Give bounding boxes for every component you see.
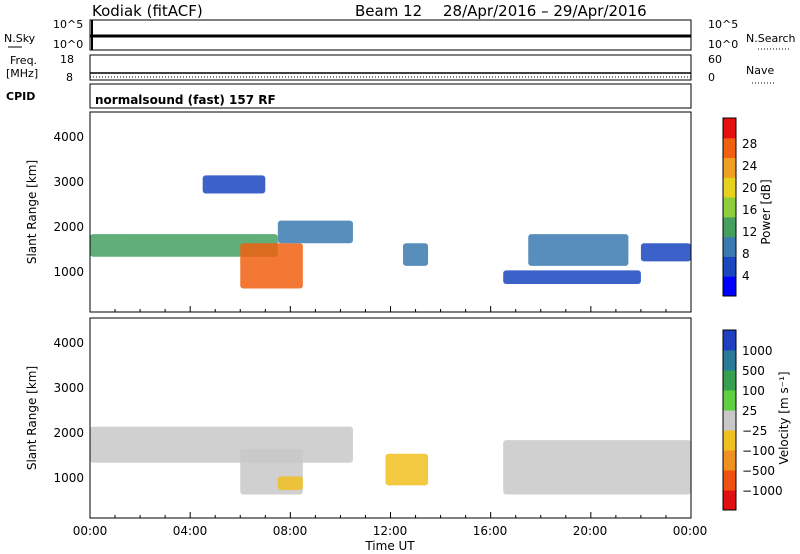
power-cb-tick-28: 28 [742,137,757,151]
velocity-heatmap [90,426,691,495]
power-cb-tick-24: 24 [742,159,757,173]
velocity-echo-3 [385,453,429,486]
cpid-panel-frame [89,83,692,109]
x-axis-label: Time UT [364,539,415,553]
power-echo-7 [640,243,691,262]
power-cb-tick-20: 20 [742,181,757,195]
power-colorbar-frame [722,117,737,297]
velocity-colorbar-swatch-1 [723,470,736,491]
velocity-cb-tick-neg1000: −1000 [742,484,783,498]
power-cb-tick-4: 4 [742,269,750,283]
power-echo-1 [240,243,303,289]
velocity-ytick-3000: 3000 [53,381,84,395]
x-axis: 00:00 04:00 08:00 12:00 16:00 20:00 00:0… [73,306,708,553]
nave-tick-top: 60 [708,53,722,66]
power-ytick-4000: 4000 [53,130,84,144]
power-heatmap [90,175,691,289]
velocity-cb-tick-100: 100 [742,384,765,398]
power-echo-3 [202,175,266,194]
velocity-colorbar-frame [722,329,737,511]
power-echo-6 [503,270,641,284]
velocity-cb-tick-1000: 1000 [742,344,773,358]
velocity-colorbar [723,330,736,511]
power-colorbar-swatch-5 [723,177,736,198]
power-colorbar-swatch-0 [723,276,736,297]
noise-left-tick-top: 10^5 [53,18,83,31]
velocity-echo-4 [503,440,691,495]
power-echo-4 [403,243,429,266]
site-title: Kodiak (fitACF) [92,2,203,20]
freq-label-1: Freq. [10,54,37,67]
power-panel: Slant Range [km] 4000 3000 2000 1000 28 … [25,111,773,313]
velocity-echo-0 [90,426,353,463]
x-tick-label-2400: 00:00 [673,524,708,538]
power-colorbar-swatch-4 [723,197,736,218]
noise-right-label: N.Search [746,32,796,45]
noise-right-tick-bottom: 10^0 [708,38,738,51]
power-ylabel: Slant Range [km] [25,160,39,264]
beam-label: Beam 12 [355,2,422,20]
velocity-ytick-2000: 2000 [53,426,84,440]
power-ytick-2000: 2000 [53,220,84,234]
x-tick-label-1600: 16:00 [473,524,508,538]
nave-tick-bottom: 0 [708,71,715,84]
power-cb-tick-12: 12 [742,225,757,239]
velocity-echo-2 [277,476,303,490]
velocity-cb-tick-neg500: −500 [742,464,775,478]
x-tick-label-0000: 00:00 [73,524,108,538]
x-tick-label-0800: 08:00 [273,524,308,538]
velocity-colorbar-label: Velocity [m s⁻¹] [777,371,791,464]
power-echo-5 [528,234,629,266]
cpid-text: normalsound (fast) 157 RF [95,93,276,107]
power-colorbar [723,118,736,297]
velocity-colorbar-swatch-7 [723,350,736,371]
velocity-cb-tick-neg100: −100 [742,444,775,458]
velocity-colorbar-swatch-3 [723,430,736,451]
date-range: 28/Apr/2016 – 29/Apr/2016 [443,2,647,20]
nave-label: Nave [746,64,774,77]
velocity-cb-tick-neg25: −25 [742,424,767,438]
noise-left-tick-bottom: 10^0 [53,38,83,51]
x-tick-label-2000: 20:00 [573,524,608,538]
noise-left-label: N.Sky [4,32,36,45]
velocity-colorbar-swatch-8 [723,330,736,351]
velocity-colorbar-swatch-5 [723,390,736,411]
power-colorbar-swatch-2 [723,236,736,257]
freq-tick-bottom: 8 [66,71,73,84]
power-colorbar-label: Power [dB] [759,179,773,244]
power-ytick-1000: 1000 [53,265,84,279]
noise-right-tick-top: 10^5 [708,18,738,31]
power-colorbar-swatch-7 [723,137,736,159]
noise-panel: N.Sky 10^5 10^0 10^5 10^0 N.Search [4,18,796,51]
velocity-ytick-4000: 4000 [53,336,84,350]
power-colorbar-swatch-3 [723,216,736,238]
velocity-cb-tick-25: 25 [742,404,757,418]
velocity-panel: Slant Range [km] 4000 3000 2000 1000 100… [25,317,791,519]
x-tick-marks [89,306,692,518]
cpid-label: CPID [6,90,35,103]
power-ytick-3000: 3000 [53,175,84,189]
velocity-colorbar-swatch-6 [723,370,736,391]
power-colorbar-swatch-6 [723,157,736,178]
power-echo-0 [90,234,278,257]
power-cb-tick-16: 16 [742,203,757,217]
freq-tick-top: 18 [60,53,74,66]
power-cb-tick-8: 8 [742,247,750,261]
velocity-colorbar-swatch-0 [723,490,736,511]
x-tick-label-0400: 04:00 [173,524,208,538]
velocity-ylabel: Slant Range [km] [25,366,39,470]
power-colorbar-swatch-1 [723,256,736,277]
velocity-cb-tick-500: 500 [742,364,765,378]
cpid-panel: CPID normalsound (fast) 157 RF [6,83,692,109]
x-tick-label-1200: 12:00 [373,524,408,538]
velocity-ytick-1000: 1000 [53,471,84,485]
power-echo-2 [277,220,353,244]
power-colorbar-swatch-8 [723,118,736,139]
freq-label-2: [MHz] [6,67,38,80]
velocity-colorbar-swatch-4 [723,410,736,431]
freq-panel: Freq. [MHz] 18 8 60 0 Nave [6,53,776,84]
freq-panel-frame [89,54,692,81]
velocity-colorbar-swatch-2 [723,450,736,471]
